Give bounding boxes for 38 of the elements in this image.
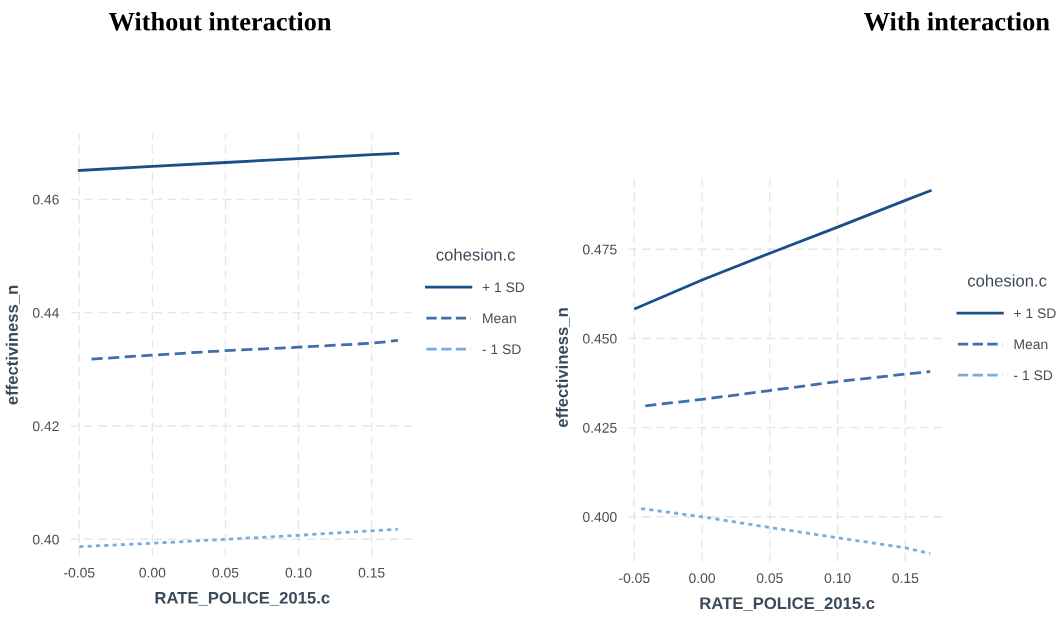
- y-tick-label: 0.42: [32, 421, 59, 432]
- line-series: [77, 152, 400, 172]
- legend-label: - 1 SD: [482, 344, 521, 355]
- line-series: [643, 370, 932, 408]
- legend-label: - 1 SD: [1014, 370, 1053, 381]
- y-tick-label: 0.450: [582, 333, 617, 344]
- x-tick-label: 0.00: [689, 573, 716, 584]
- x-tick-label: 0.10: [824, 573, 851, 584]
- legend-title: cohesion.c: [967, 274, 1047, 287]
- x-tick-label: 0.05: [212, 567, 239, 578]
- legend-label: Mean: [1014, 339, 1048, 350]
- legend-title: cohesion.c: [436, 248, 516, 261]
- y-tick-label: 0.425: [582, 422, 617, 433]
- x-axis-title: RATE_POLICE_2015.c: [155, 591, 330, 606]
- y-axis-title: effectiviness_n: [555, 308, 570, 428]
- x-tick-label: 0.10: [285, 567, 312, 578]
- line-series: [639, 507, 932, 555]
- y-tick-label: 0.44: [32, 307, 59, 318]
- line-series: [90, 339, 400, 361]
- x-tick-label: 0.05: [756, 573, 783, 584]
- line-series: [77, 527, 400, 549]
- legend-label: Mean: [483, 313, 516, 324]
- x-tick-label: -0.05: [619, 573, 650, 584]
- x-tick-label: -0.05: [64, 567, 95, 578]
- y-tick-label: 0.46: [32, 194, 59, 205]
- x-tick-label: 0.00: [139, 567, 166, 578]
- line-series: [634, 189, 932, 310]
- legend-label: + 1 SD: [482, 282, 525, 293]
- y-tick-label: 0.400: [582, 512, 617, 522]
- y-axis-title: effectiviness_n: [5, 285, 20, 405]
- chart-title: With interaction: [863, 12, 1050, 31]
- x-tick-label: 0.15: [358, 567, 385, 578]
- legend-label: + 1 SD: [1014, 308, 1056, 319]
- y-tick-label: 0.40: [32, 534, 59, 545]
- x-axis-title: RATE_POLICE_2015.c: [700, 597, 875, 611]
- chart-title: Without interaction: [108, 12, 332, 31]
- x-tick-label: 0.15: [892, 573, 919, 584]
- y-tick-label: 0.475: [582, 244, 617, 255]
